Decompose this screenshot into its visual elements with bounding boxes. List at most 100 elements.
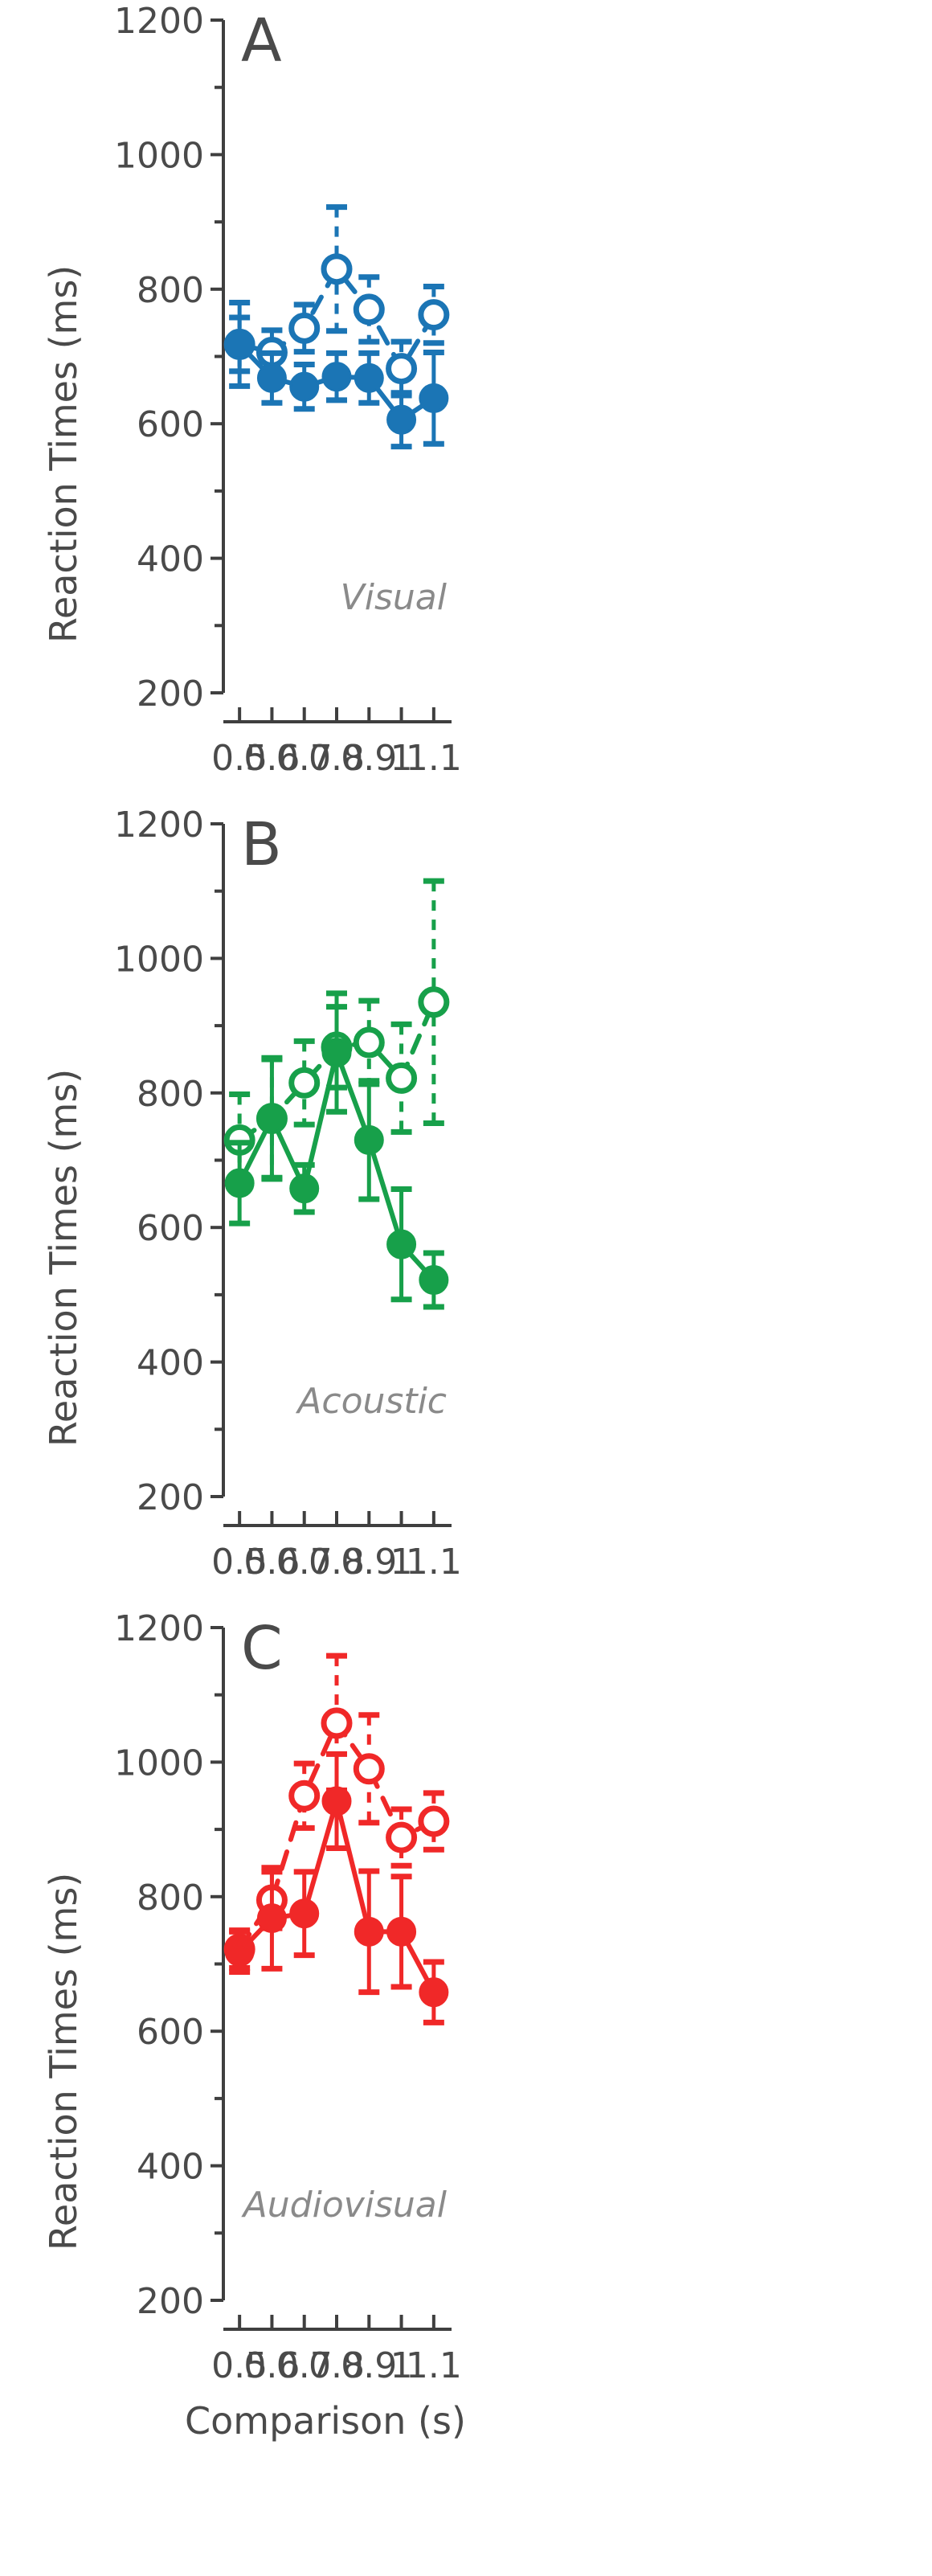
y-tick-label: 600 xyxy=(137,1208,204,1249)
data-point-filled xyxy=(256,1104,287,1134)
condition-label-acoustic: Acoustic xyxy=(297,1381,447,1422)
data-point-open xyxy=(321,1707,353,1739)
data-point-open xyxy=(288,1779,321,1812)
x-tick-label: 0.5 xyxy=(211,1542,268,1583)
y-axis-ticks: 200 400 600 800 1000 1200 xyxy=(114,1608,223,2322)
y-axis-title: Reaction Times (ms) xyxy=(42,1068,85,1447)
data-point-open xyxy=(288,1067,321,1099)
condition-label-audiovisual: Audiovisual xyxy=(243,2185,447,2226)
data-point-open xyxy=(353,1026,385,1059)
y-tick-label: 1000 xyxy=(114,939,204,980)
x-tick-label: 1.1 xyxy=(406,1542,462,1583)
condition-label-visual: Visual xyxy=(340,577,447,618)
y-tick-label: 1000 xyxy=(114,1743,204,1784)
x-tick-label: 0.6 xyxy=(243,738,300,779)
y-tick-label: 400 xyxy=(137,2147,204,2188)
error-bar xyxy=(358,274,380,345)
y-tick-label: 200 xyxy=(137,1477,204,1518)
y-tick-label: 800 xyxy=(137,1074,204,1115)
x-axis-ticks: 0.50.60.70.80.911.1 xyxy=(211,1511,462,1583)
panel-a-plot: 200 400 600 800 1000 1200 0.50.60.70.80.911.1 xyxy=(114,1,462,779)
data-point-filled xyxy=(289,1173,320,1204)
y-tick-label: 800 xyxy=(137,270,204,311)
data-point-open xyxy=(386,1821,418,1853)
series-filled-solid xyxy=(224,300,449,450)
panel-letter-a: A xyxy=(241,6,282,76)
y-axis-ticks: 200 400 600 800 1000 1200 xyxy=(114,1,223,715)
data-point-filled xyxy=(256,362,287,393)
y-axis-title: Reaction Times (ms) xyxy=(42,1872,85,2250)
x-tick-label: 0.5 xyxy=(211,738,268,779)
x-tick-label: 0.8 xyxy=(309,2345,365,2386)
error-bar xyxy=(293,1760,315,1831)
x-tick-label: 0.5 xyxy=(211,2345,268,2386)
y-axis-ticks: 200 400 600 800 1000 1200 xyxy=(114,805,223,1518)
x-tick-label: 0.9 xyxy=(341,2345,397,2386)
series-filled-solid xyxy=(224,1751,449,2025)
error-bar xyxy=(390,1021,412,1135)
x-tick-label: 1 xyxy=(390,1542,413,1583)
data-point-open xyxy=(386,1062,418,1094)
data-point-filled xyxy=(224,1168,255,1198)
x-tick-label: 0.7 xyxy=(276,1542,333,1583)
panel-b: 200 400 600 800 1000 1200 0.5 0.6 0.7 0.8 0.9 1 1.1 R… xyxy=(0,804,932,1607)
x-tick-label: 1.1 xyxy=(406,738,462,779)
data-point-open xyxy=(418,299,450,331)
panel-c-plot: 200 400 600 800 1000 1200 0.50.60.70.80.911.1 xyxy=(114,1608,462,2386)
x-tick-label: 0.9 xyxy=(341,1542,397,1583)
y-axis-title: Reaction Times (ms) xyxy=(42,264,85,643)
panel-letter-b: B xyxy=(241,810,282,879)
y-tick-label: 400 xyxy=(137,1343,204,1384)
error-bar xyxy=(358,1712,380,1826)
x-tick-label: 0.8 xyxy=(309,1542,365,1583)
data-point-filled xyxy=(354,1916,384,1947)
data-point-filled xyxy=(321,1786,352,1816)
x-tick-label: 0.6 xyxy=(243,2345,300,2386)
data-point-filled xyxy=(224,329,255,359)
series-open-dashed xyxy=(223,204,450,399)
data-point-filled xyxy=(419,1977,449,2008)
y-tick-label: 1000 xyxy=(114,135,204,176)
y-tick-label: 200 xyxy=(137,2281,204,2322)
y-tick-label: 400 xyxy=(137,539,204,580)
data-point-open xyxy=(353,293,385,326)
x-tick-label: 0.7 xyxy=(276,738,333,779)
y-tick-label: 800 xyxy=(137,1878,204,1919)
x-tick-label: 0.8 xyxy=(309,738,365,779)
data-point-open xyxy=(418,1805,450,1837)
data-point-open xyxy=(353,1753,385,1785)
x-tick-label: 1.1 xyxy=(406,2345,462,2386)
data-point-open xyxy=(321,253,353,285)
data-point-open xyxy=(386,353,418,385)
data-point-filled xyxy=(321,1038,352,1068)
data-point-filled xyxy=(289,371,320,402)
data-point-open xyxy=(418,986,450,1018)
panel-a: 200 400 600 800 1000 1200 0.5 0.6 0.7 0.8 0.9 1 1.1 R… xyxy=(0,0,932,804)
data-point-open xyxy=(288,312,321,344)
series-filled-solid xyxy=(224,990,449,1310)
y-tick-label: 1200 xyxy=(114,1608,204,1649)
data-point-filled xyxy=(256,1903,287,1934)
data-point-filled xyxy=(386,1916,417,1947)
data-point-filled xyxy=(321,362,352,392)
panel-b-plot: 200 400 600 800 1000 1200 0.50.60.70.80.911.1 xyxy=(114,805,462,1583)
data-point-filled xyxy=(289,1898,320,1929)
x-axis-ticks: 0.50.60.70.80.911.1 xyxy=(211,707,462,779)
data-point-filled xyxy=(354,1124,384,1155)
x-tick-label: 1 xyxy=(390,738,413,779)
y-tick-label: 600 xyxy=(137,404,204,445)
x-tick-label: 0.7 xyxy=(276,2345,333,2386)
panel-c: 200 400 600 800 1000 1200 0.5 0.6 0.7 0.8 0.9 1 1.1 R… xyxy=(0,1607,932,2443)
x-tick-label: 1 xyxy=(390,2345,413,2386)
data-point-filled xyxy=(354,362,384,393)
y-tick-label: 600 xyxy=(137,2012,204,2053)
y-tick-label: 1200 xyxy=(114,805,204,846)
panel-letter-c: C xyxy=(241,1614,283,1683)
x-tick-label: 0.9 xyxy=(341,738,397,779)
y-tick-label: 200 xyxy=(137,674,204,715)
data-point-filled xyxy=(419,383,449,413)
x-axis-ticks: 0.50.60.70.80.911.1 xyxy=(211,2315,462,2386)
y-tick-label: 1200 xyxy=(114,1,204,42)
data-point-filled xyxy=(419,1264,449,1295)
